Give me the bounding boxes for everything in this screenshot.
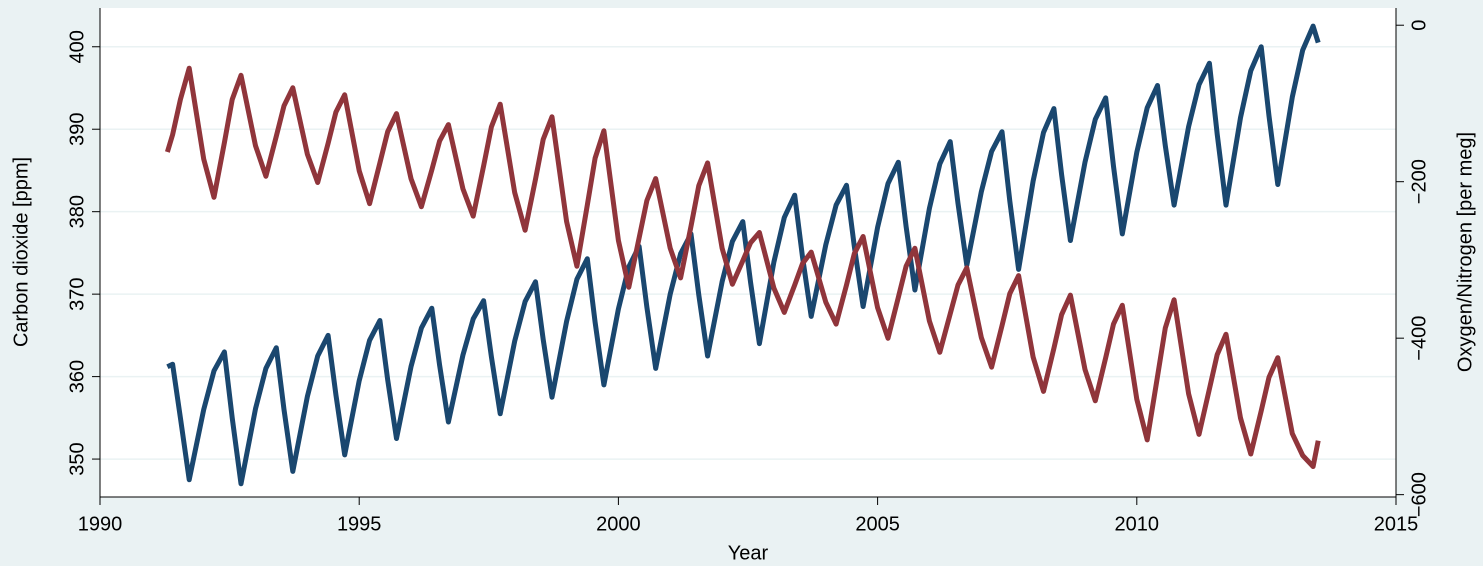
y2-tick-label: −200 (1408, 159, 1430, 204)
y2-tick-label: 0 (1408, 20, 1430, 31)
x-tick-label: 2005 (855, 513, 900, 535)
y-tick-label: 400 (66, 30, 88, 63)
y-tick-label: 370 (66, 277, 88, 310)
x-tick-label: 1995 (337, 513, 382, 535)
x-tick-label: 2015 (1374, 513, 1419, 535)
y2-axis-label: Oxygen/Nitrogen [per meg] (1454, 132, 1476, 372)
x-axis-label: Year (728, 542, 769, 564)
y-tick-label: 350 (66, 442, 88, 475)
x-tick-label: 1990 (78, 513, 123, 535)
y-tick-label: 380 (66, 195, 88, 228)
y-tick-label: 360 (66, 360, 88, 393)
y2-tick-label: −600 (1408, 472, 1430, 517)
x-tick-label: 2000 (596, 513, 641, 535)
y2-tick-label: −400 (1408, 316, 1430, 361)
y-axis-label: Carbon dioxide [ppm] (10, 157, 32, 347)
series-line (166, 23, 1321, 487)
x-tick-label: 2010 (1115, 513, 1160, 535)
y-tick-label: 390 (66, 113, 88, 146)
series-line (165, 65, 1321, 469)
